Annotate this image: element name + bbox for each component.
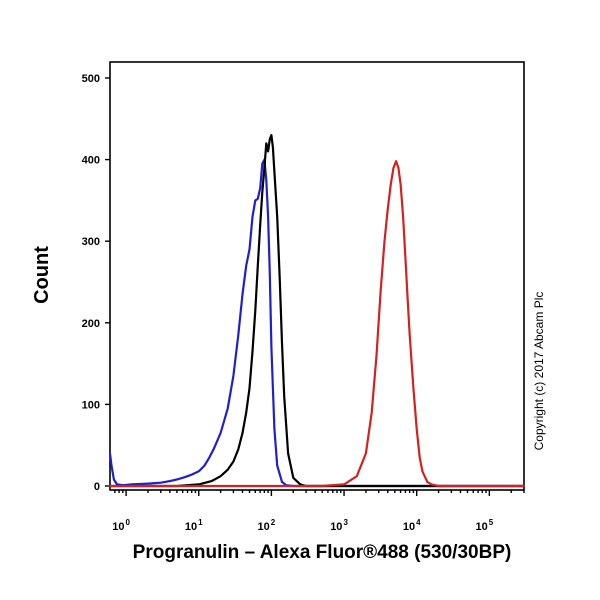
y-axis-label: Count [31,246,53,304]
x-axis-label: Progranulin – Alexa Fluor®488 (530/30BP) [133,542,512,563]
y-tick-label: 400 [82,155,100,167]
x-tick-label: 100 [112,518,130,533]
y-tick-label: 100 [82,399,100,411]
histogram-series-3 [108,160,526,488]
y-tick-label: 0 [94,481,100,493]
x-tick-label: 101 [185,518,203,533]
histogram-series-1 [108,158,526,488]
x-tick-label: 103 [330,518,348,533]
x-tick-label: 104 [403,518,421,533]
series-layer [108,134,526,488]
x-tick-label: 102 [258,518,276,533]
histogram-series-2 [108,134,526,488]
y-tick-label: 200 [82,318,100,330]
plot-border [109,61,525,491]
y-tick-label: 300 [82,236,100,248]
plot-frame [109,61,525,491]
y-axis: 0 100 200 300 400 500 [82,73,110,493]
x-tick-label: 105 [475,518,493,533]
x-axis: 100 101 102 103 104 105 [112,490,525,533]
y-tick-label: 500 [82,73,100,85]
copyright-annotation: Copyright (c) 2017 Abcam Plc [532,292,546,451]
